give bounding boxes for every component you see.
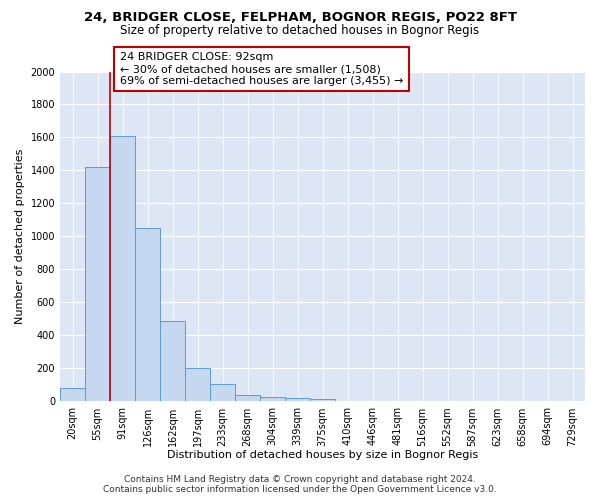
Y-axis label: Number of detached properties: Number of detached properties [15, 149, 25, 324]
Bar [110, 136, 135, 402]
Text: Contains HM Land Registry data © Crown copyright and database right 2024.
Contai: Contains HM Land Registry data © Crown c… [103, 474, 497, 494]
Bar [135, 228, 160, 402]
Text: 24 BRIDGER CLOSE: 92sqm
← 30% of detached houses are smaller (1,508)
69% of semi: 24 BRIDGER CLOSE: 92sqm ← 30% of detache… [120, 52, 403, 86]
Bar [285, 398, 310, 402]
Bar [85, 167, 110, 402]
X-axis label: Distribution of detached houses by size in Bognor Regis: Distribution of detached houses by size … [167, 450, 478, 460]
Bar [185, 368, 210, 402]
Bar [260, 397, 285, 402]
Bar [210, 384, 235, 402]
Bar [160, 320, 185, 402]
Bar [310, 399, 335, 402]
Text: Size of property relative to detached houses in Bognor Regis: Size of property relative to detached ho… [121, 24, 479, 37]
Text: 24, BRIDGER CLOSE, FELPHAM, BOGNOR REGIS, PO22 8FT: 24, BRIDGER CLOSE, FELPHAM, BOGNOR REGIS… [83, 11, 517, 24]
Bar [60, 388, 85, 402]
Bar [235, 395, 260, 402]
